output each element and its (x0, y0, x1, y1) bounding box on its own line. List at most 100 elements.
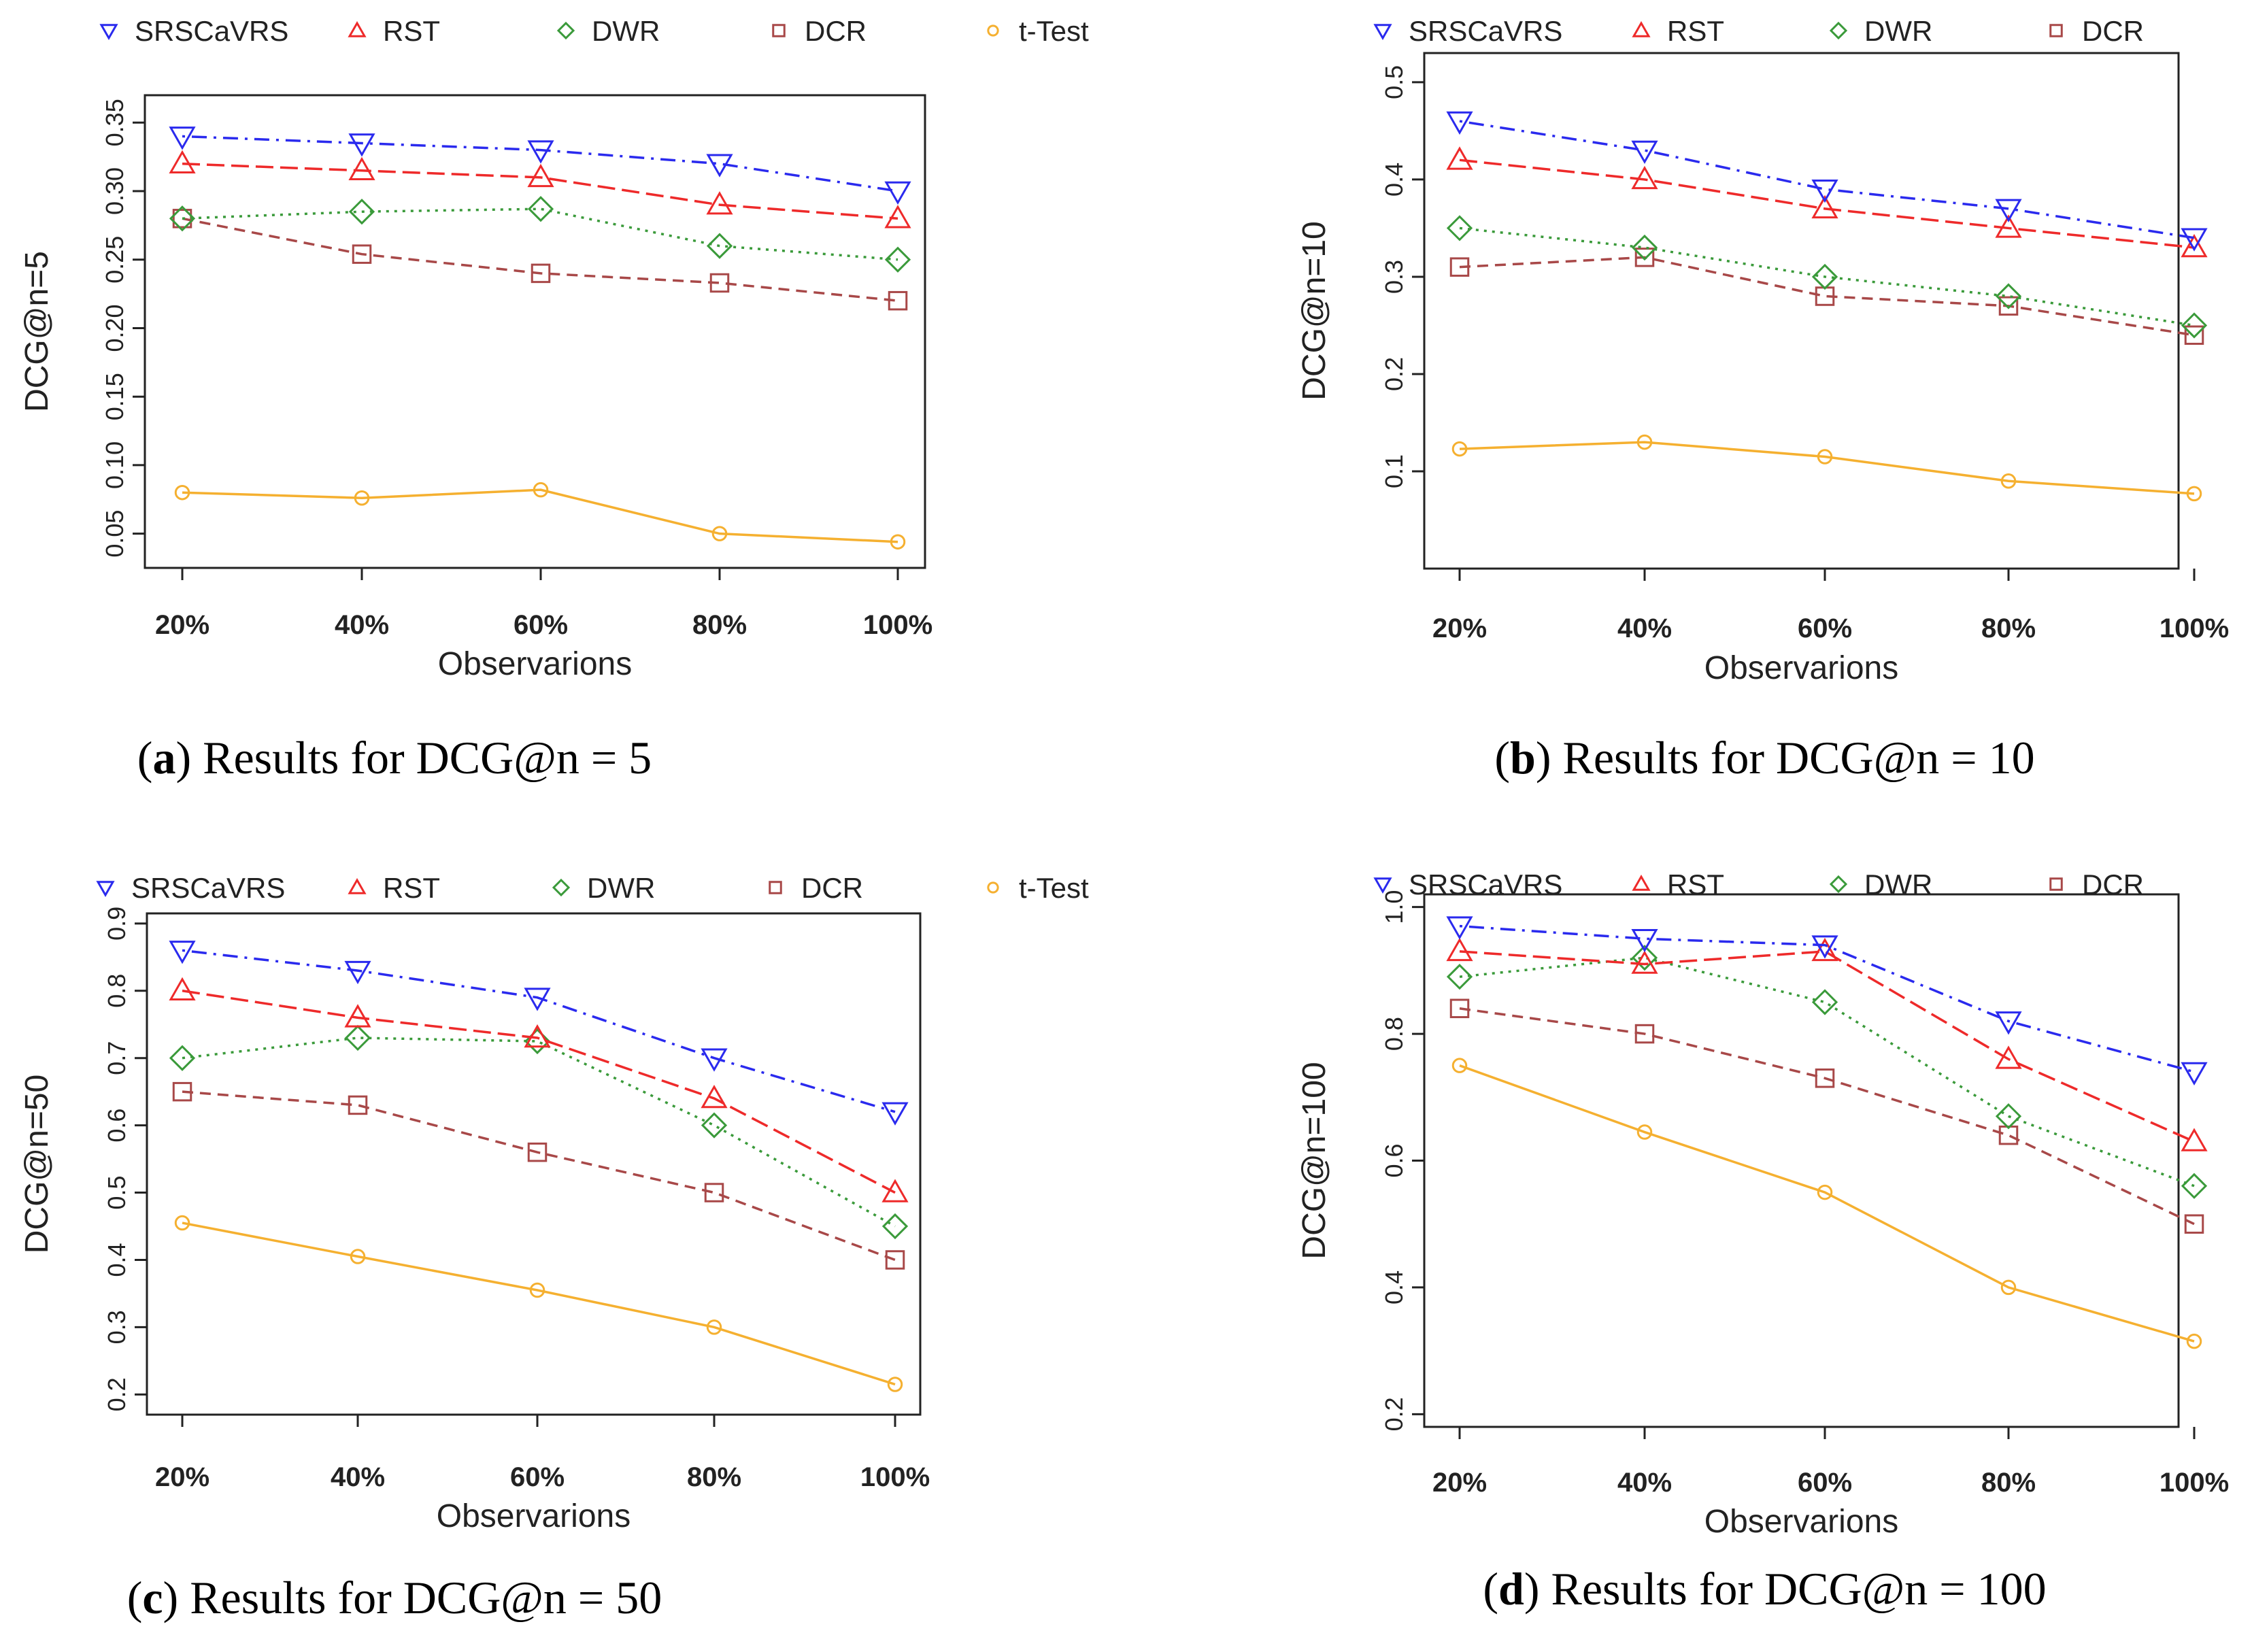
data-point (1634, 1024, 1655, 1044)
y-tick-label: 0.6 (103, 1109, 131, 1143)
legend-marker-dcr (769, 881, 782, 894)
panel-c: SRSCaVRS RST DWR DCR t-Test 0.2 0.3 0.4 0.5 0.6 0.… (0, 833, 1126, 1652)
legend-label: SRSCaVRS (1409, 869, 1562, 900)
data-point (174, 1215, 190, 1231)
data-point (1451, 441, 1468, 457)
data-point (2181, 312, 2208, 339)
series-t-test (1451, 434, 2202, 502)
data-point (527, 1142, 548, 1162)
data-point (529, 1282, 545, 1298)
legend-marker-dcr (772, 24, 786, 37)
data-point (1446, 111, 1473, 135)
legend-marker-rst (1632, 874, 1651, 891)
data-point (1995, 283, 2022, 309)
series-line (1459, 226, 2195, 327)
series-line (1459, 950, 2195, 1143)
legend-label: t-Test (1019, 872, 1089, 904)
series-dcr (172, 1081, 905, 1270)
data-point (169, 150, 196, 173)
series-dcr (172, 209, 908, 311)
legend-label: SRSCaVRS (131, 872, 285, 904)
data-point (1815, 1068, 1835, 1088)
x-tick-label: 100% (860, 1462, 930, 1492)
y-tick-label: 1.0 (1380, 890, 1408, 924)
y-tick-label: 0.3 (103, 1310, 131, 1344)
x-tick-label: 60% (510, 1462, 565, 1492)
data-point (524, 988, 551, 1011)
data-point (174, 484, 190, 501)
data-point (881, 1213, 909, 1240)
y-tick-label: 0.2 (1380, 1397, 1408, 1431)
data-point (706, 191, 733, 215)
legend-marker-srscavrs (99, 24, 118, 41)
series-srscavrs (1446, 916, 2208, 1086)
data-point (527, 196, 554, 222)
data-point (2184, 325, 2204, 345)
series-line (182, 135, 898, 192)
data-point (711, 526, 728, 541)
x-tick-label: 100% (863, 610, 932, 640)
series-line (1459, 120, 2195, 239)
series-dcr (1449, 248, 2204, 345)
legend-label: DCR (2082, 15, 2144, 47)
y-axis-label: DCG@n=100 (1296, 1062, 1332, 1259)
legend-label: DWR (1864, 15, 1932, 47)
legend-marker-dwr (1829, 875, 1848, 894)
series-rst (169, 150, 911, 229)
legend-marker-dwr (1829, 21, 1848, 40)
data-point (701, 1085, 728, 1109)
legend-label: DCR (801, 872, 863, 904)
data-point (169, 205, 196, 232)
y-tick-label: 0.30 (101, 167, 129, 215)
data-point (1811, 935, 1838, 959)
series-line (182, 990, 896, 1194)
data-point (884, 246, 911, 273)
y-tick-label: 0.5 (1380, 65, 1408, 99)
y-tick-label: 0.25 (101, 236, 129, 284)
data-point (2181, 1062, 2208, 1086)
x-tick-label: 100% (2159, 613, 2229, 643)
caption-letter: d (1498, 1563, 1524, 1615)
data-point (344, 960, 371, 985)
data-point (2184, 1214, 2204, 1234)
x-tick-label: 20% (155, 610, 209, 640)
data-point (1811, 263, 1838, 290)
data-point (1817, 449, 1833, 465)
y-tick-label: 0.9 (103, 907, 131, 941)
legend-marker-dwr (556, 21, 575, 40)
data-point (2181, 1128, 2208, 1151)
panel-d: SRSCaVRSRSTDWRDCRt-Test0.20.40.60.81.020… (1277, 833, 2252, 1652)
series-line (182, 488, 898, 543)
series-line (1459, 1064, 2195, 1343)
data-point (1995, 1103, 2022, 1130)
x-tick-label: 20% (1432, 613, 1487, 643)
data-point (1631, 950, 1658, 974)
data-point (348, 199, 375, 225)
series-line (1459, 256, 2195, 337)
y-tick-label: 0.05 (101, 510, 129, 558)
caption-text: ) Results for DCG@n = 10 (1535, 732, 2035, 783)
data-point (1631, 234, 1658, 261)
y-tick-label: 0.2 (1380, 357, 1408, 391)
data-point (524, 1024, 551, 1048)
data-point (706, 233, 733, 259)
data-point (1446, 916, 1473, 940)
data-point (1446, 937, 1473, 962)
data-point (527, 163, 554, 188)
data-point (2181, 228, 2208, 252)
chart-a: SRSCaVRS RST DWR DCR t-Test 0.05 0.10 0.15 0.20 0… (19, 15, 1089, 682)
data-point (1446, 964, 1473, 990)
series-line (182, 1221, 896, 1386)
data-point (1449, 998, 1470, 1019)
data-point (1446, 215, 1473, 241)
caption-b: (b) Results for DCG@n = 10 (1494, 732, 2035, 783)
series-line (182, 217, 898, 302)
y-tick-label: 0.2 (103, 1377, 131, 1411)
series-rst (1446, 146, 2208, 258)
data-point (1636, 1124, 1653, 1140)
x-tick-label: 80% (687, 1462, 741, 1492)
caption-text: ) Results for DCG@n = 5 (175, 732, 652, 783)
data-point (709, 273, 730, 293)
